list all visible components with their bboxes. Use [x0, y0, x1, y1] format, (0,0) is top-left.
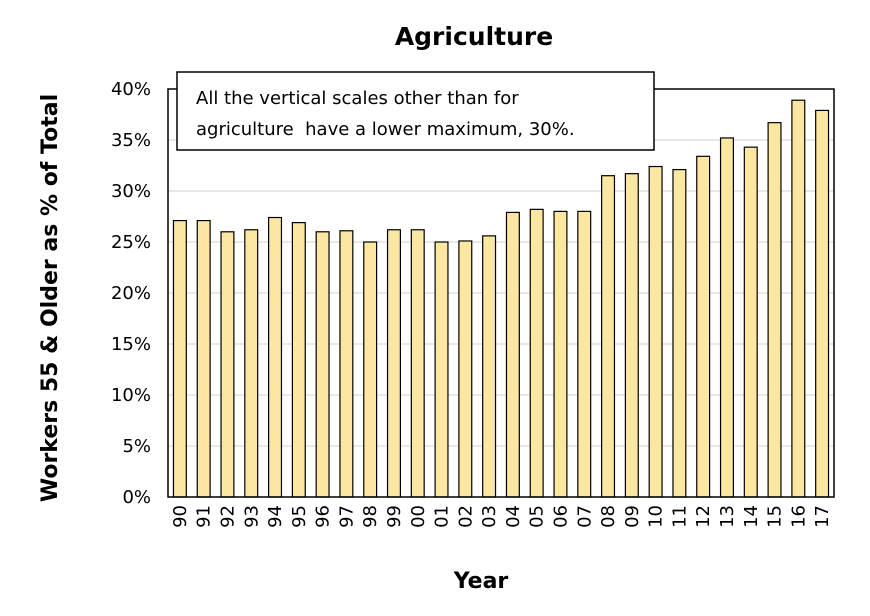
bar-97: [339, 230, 354, 498]
x-tick-label: 93: [241, 505, 262, 528]
x-tick-label: 05: [527, 505, 548, 528]
bar-08: [601, 175, 616, 498]
x-tick-label: 02: [455, 505, 476, 528]
bar-96: [315, 231, 330, 498]
bar-07: [577, 210, 592, 498]
bar-12: [696, 155, 711, 498]
x-tick-label: 10: [646, 505, 667, 528]
y-axis-title: Workers 55 & Older as % of Total: [38, 94, 63, 502]
bar-99: [386, 229, 401, 498]
x-tick-label: 91: [194, 505, 215, 528]
bar-17: [815, 109, 830, 498]
annotation-line-2: agriculture have a lower maximum, 30%.: [196, 119, 575, 140]
bar-05: [529, 208, 544, 498]
y-tick-label: 40%: [111, 79, 151, 100]
bar-06: [553, 210, 568, 498]
x-tick-label: 96: [313, 505, 334, 528]
bar-11: [672, 168, 687, 498]
bar-92: [220, 231, 235, 498]
bar-09: [624, 173, 639, 498]
bar-94: [268, 216, 283, 498]
x-tick-labels: 90 91 92 93 94 95 96 97 98 99 00 01 02 03 04 05 06 07 08 09…: [170, 505, 833, 528]
x-tick-label: 12: [693, 505, 714, 528]
y-tick-label: 20%: [111, 283, 151, 304]
bar-10: [648, 165, 663, 498]
bar-15: [767, 122, 782, 498]
x-tick-label: 08: [598, 505, 619, 528]
x-tick-label: 94: [265, 505, 286, 528]
annotation-box-border: [176, 71, 655, 151]
x-tick-label: 14: [741, 505, 762, 528]
x-tick-label: 15: [765, 505, 786, 528]
y-tick-labels: 0% 5% 10% 15% 20% 25% 30% 35% 40%: [111, 79, 151, 508]
y-tick-label: 0%: [122, 487, 151, 508]
x-tick-label: 97: [336, 505, 357, 528]
x-tick-label: 00: [408, 505, 429, 528]
annotation-box: All the vertical scales other than for a…: [176, 71, 655, 151]
x-tick-label: 95: [289, 505, 310, 528]
bar-93: [244, 229, 259, 498]
bar-90: [172, 219, 187, 498]
x-tick-label: 03: [479, 505, 500, 528]
y-tick-label: 5%: [122, 436, 151, 457]
x-tick-label: 16: [788, 505, 809, 528]
x-tick-label: 90: [170, 505, 191, 528]
x-tick-label: 99: [384, 505, 405, 528]
bar-14: [743, 146, 758, 498]
bar-04: [505, 211, 520, 498]
bar-02: [458, 240, 473, 498]
x-tick-label: 92: [217, 505, 238, 528]
y-tick-label: 10%: [111, 385, 151, 406]
bar-00: [410, 229, 425, 498]
x-tick-label: 13: [717, 505, 738, 528]
y-tick-label: 15%: [111, 334, 151, 355]
x-axis-title: Year: [453, 569, 509, 594]
x-tick-label: 01: [432, 505, 453, 528]
x-tick-label: 11: [669, 505, 690, 528]
y-tick-label: 30%: [111, 181, 151, 202]
bar-95: [291, 222, 306, 498]
chart-title: Agriculture: [395, 22, 553, 51]
x-tick-label: 06: [550, 505, 571, 528]
bars: [172, 99, 830, 498]
y-tick-label: 35%: [111, 130, 151, 151]
x-tick-label: 17: [812, 505, 833, 528]
bar-03: [482, 235, 497, 498]
x-tick-label: 98: [360, 505, 381, 528]
bar-16: [791, 99, 806, 498]
x-tick-label: 09: [622, 505, 643, 528]
bar-13: [719, 137, 734, 498]
annotation-line-1: All the vertical scales other than for: [196, 88, 519, 109]
bar-01: [434, 241, 449, 498]
x-tick-label: 07: [574, 505, 595, 528]
bar-98: [363, 241, 378, 498]
y-tick-label: 25%: [111, 232, 151, 253]
bar-91: [196, 219, 211, 498]
x-tick-label: 04: [503, 505, 524, 528]
gridlines: [168, 139, 834, 447]
